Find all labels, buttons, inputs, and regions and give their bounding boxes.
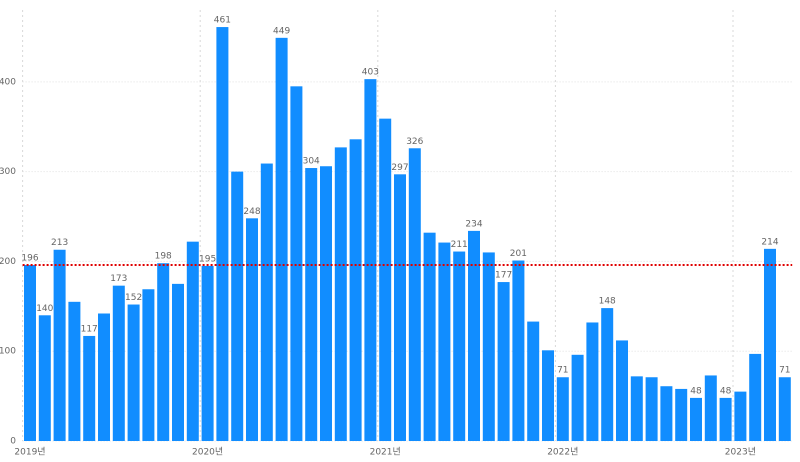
data-label: 177 bbox=[495, 271, 512, 281]
y-tick-label: 100 bbox=[0, 347, 16, 357]
data-label: 173 bbox=[110, 274, 127, 284]
bar bbox=[290, 86, 303, 442]
bar bbox=[690, 397, 702, 441]
bar bbox=[112, 285, 125, 441]
y-tick-label: 200 bbox=[0, 257, 16, 267]
data-label: 196 bbox=[21, 254, 38, 264]
x-tick-label: 2021년 bbox=[370, 447, 401, 458]
data-label: 304 bbox=[303, 157, 320, 167]
data-label: 148 bbox=[599, 297, 616, 307]
bar bbox=[512, 260, 525, 441]
bar bbox=[616, 340, 628, 441]
data-label: 326 bbox=[406, 137, 423, 147]
data-label: 211 bbox=[451, 240, 468, 250]
bar bbox=[408, 148, 421, 441]
y-tick-label: 300 bbox=[0, 167, 16, 177]
bar bbox=[142, 289, 155, 441]
bar bbox=[246, 218, 258, 441]
bar bbox=[468, 230, 480, 441]
data-label: 71 bbox=[779, 366, 790, 376]
bar bbox=[482, 252, 495, 441]
bar bbox=[719, 397, 732, 441]
bar bbox=[201, 265, 214, 441]
bar bbox=[394, 174, 406, 441]
bar bbox=[556, 377, 569, 441]
bar bbox=[83, 335, 96, 441]
bar bbox=[379, 118, 392, 441]
bar bbox=[660, 386, 673, 441]
bar bbox=[438, 242, 451, 441]
bar bbox=[305, 168, 318, 442]
bar bbox=[497, 282, 510, 441]
bar bbox=[260, 163, 273, 441]
data-label: 297 bbox=[391, 163, 408, 173]
data-label: 198 bbox=[155, 252, 172, 262]
bar bbox=[527, 321, 540, 441]
data-label: 449 bbox=[273, 26, 290, 36]
bar bbox=[645, 377, 658, 441]
x-tick-label: 2019년 bbox=[14, 447, 45, 458]
bar bbox=[749, 353, 762, 441]
bar bbox=[172, 283, 184, 441]
bar bbox=[423, 232, 436, 441]
data-label: 403 bbox=[362, 68, 379, 78]
bar bbox=[630, 376, 643, 441]
data-label: 71 bbox=[557, 366, 568, 376]
x-tick-label: 2020년 bbox=[192, 447, 223, 458]
bar bbox=[734, 391, 747, 441]
bar bbox=[334, 147, 347, 441]
data-label: 48 bbox=[720, 386, 732, 396]
bar bbox=[98, 313, 110, 441]
data-label: 117 bbox=[81, 324, 98, 334]
y-tick-label: 0 bbox=[10, 437, 16, 447]
y-tick-label: 400 bbox=[0, 77, 16, 87]
bar bbox=[364, 79, 377, 441]
bar bbox=[186, 241, 199, 441]
bar bbox=[453, 251, 466, 441]
bar bbox=[349, 139, 362, 442]
data-label: 201 bbox=[510, 249, 527, 259]
bar bbox=[764, 248, 776, 441]
bar bbox=[231, 171, 244, 441]
bar bbox=[157, 263, 170, 441]
bar bbox=[216, 27, 229, 441]
data-label: 461 bbox=[214, 16, 231, 26]
x-tick-label: 2023년 bbox=[725, 447, 756, 458]
bar bbox=[601, 308, 614, 441]
data-label: 195 bbox=[199, 254, 216, 264]
data-label: 248 bbox=[243, 207, 260, 217]
bar bbox=[320, 166, 332, 442]
bar bbox=[275, 37, 288, 441]
x-tick-label: 2022년 bbox=[547, 447, 578, 458]
bar bbox=[542, 350, 554, 441]
bar bbox=[675, 388, 688, 441]
bar bbox=[38, 315, 51, 441]
data-label: 234 bbox=[465, 219, 482, 229]
bar bbox=[24, 265, 36, 441]
data-label: 140 bbox=[36, 304, 53, 314]
data-label: 213 bbox=[51, 238, 68, 248]
data-label: 214 bbox=[761, 237, 778, 247]
bar bbox=[68, 301, 81, 441]
bar bbox=[778, 377, 791, 441]
bar bbox=[586, 322, 599, 441]
data-label: 152 bbox=[125, 293, 142, 303]
bar bbox=[704, 375, 717, 441]
data-label: 48 bbox=[690, 386, 702, 396]
bar bbox=[571, 354, 584, 441]
bar bbox=[127, 304, 140, 441]
bar bbox=[53, 249, 66, 441]
